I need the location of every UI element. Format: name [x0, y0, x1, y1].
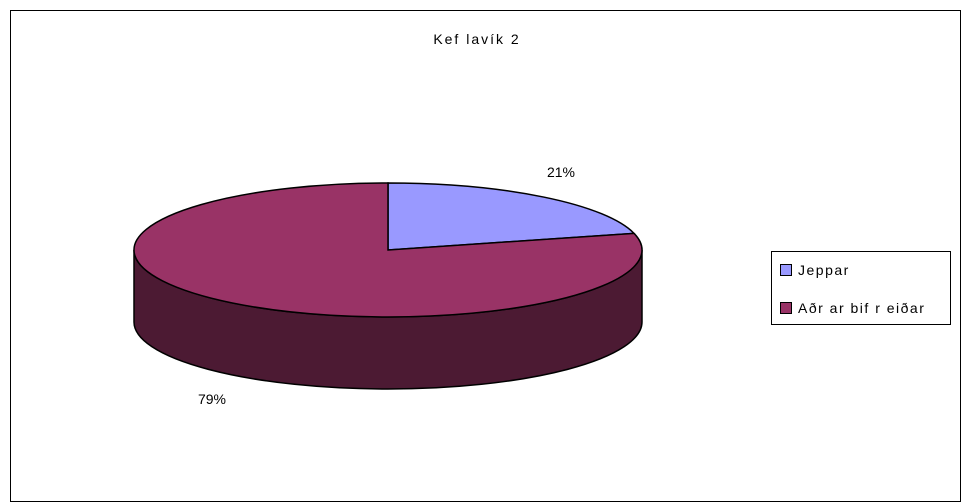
- legend-label-jeppar: Jeppar: [798, 262, 850, 278]
- legend: Jeppar Aðr ar bif r eiðar: [771, 251, 951, 325]
- pie-group: [133, 182, 643, 390]
- legend-item-adrar-bifreidar: Aðr ar bif r eiðar: [780, 299, 925, 317]
- data-label-jeppar: 21%: [547, 164, 575, 180]
- pie-slice-jeppar: [387, 182, 636, 251]
- legend-label-adrar-bifreidar: Aðr ar bif r eiðar: [798, 300, 926, 316]
- legend-item-jeppar: Jeppar: [780, 261, 850, 279]
- legend-swatch-jeppar: [780, 264, 792, 276]
- data-label-adrar-bifreidar: 79%: [198, 391, 226, 407]
- legend-swatch-adrar-bifreidar: [780, 302, 792, 314]
- chart-title: Kef lavík 2: [433, 31, 520, 47]
- pie-slice-adr-ar-bif-r-eidar: [133, 182, 643, 318]
